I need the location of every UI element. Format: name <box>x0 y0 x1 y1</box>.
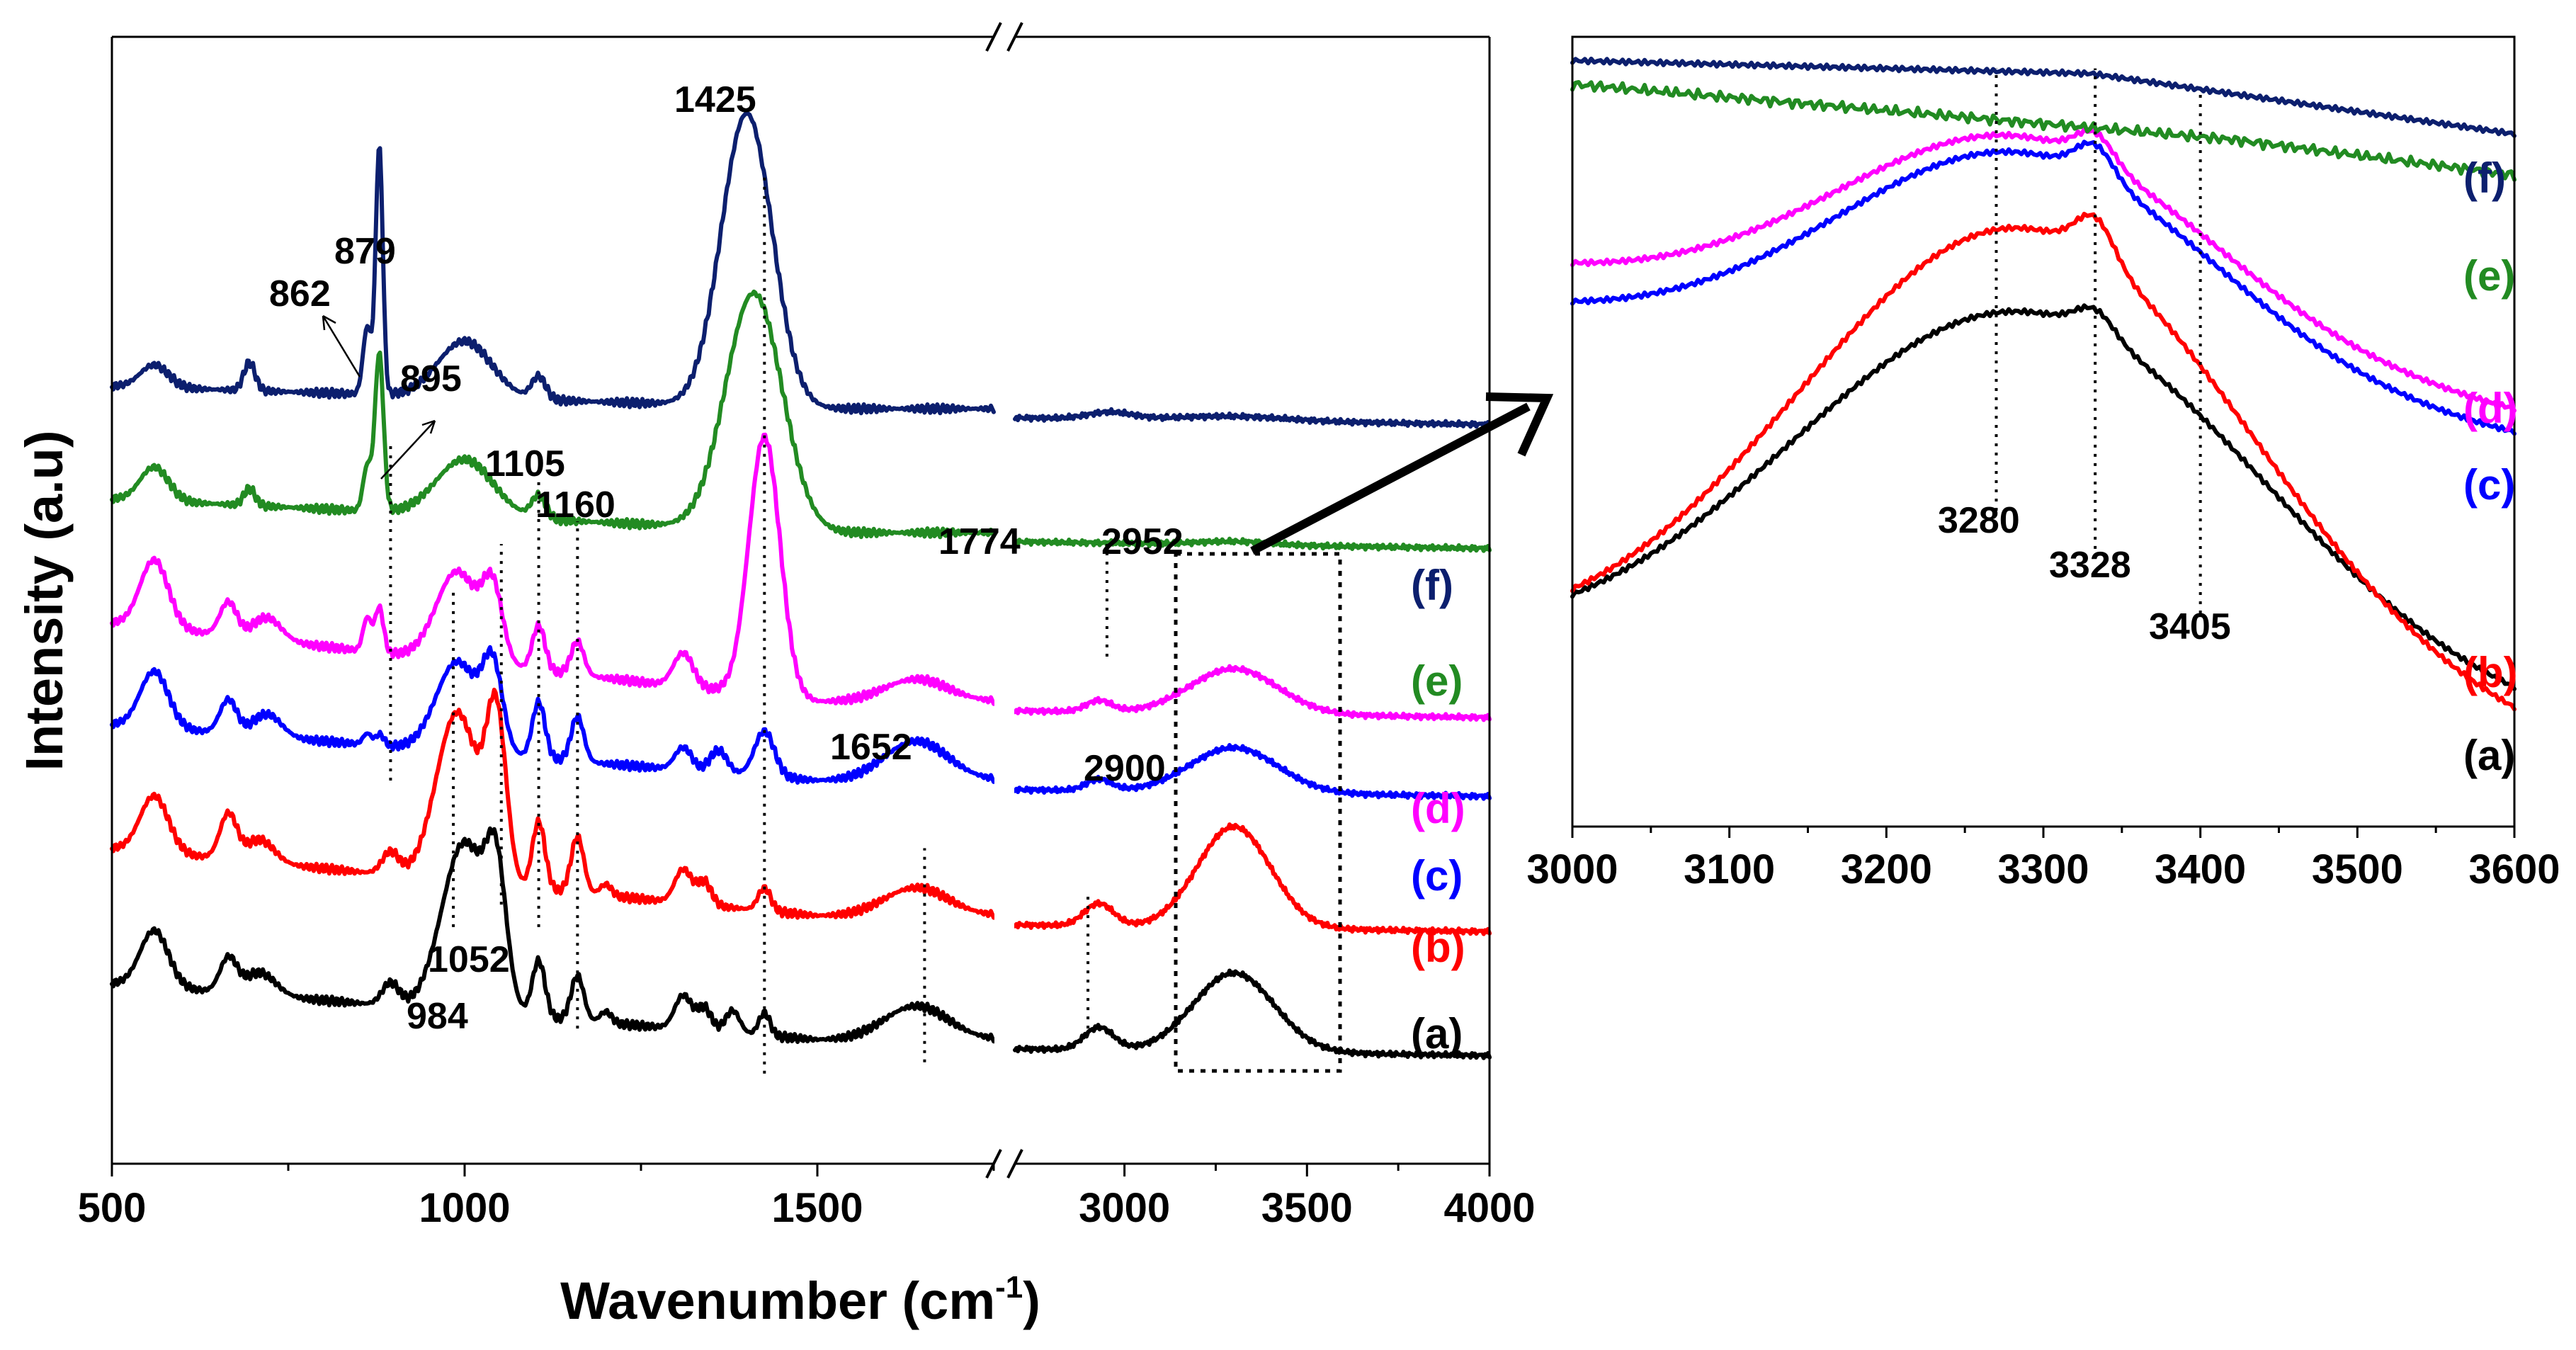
inset-trace-c <box>1570 140 2517 436</box>
inset-tick-label-3500: 3500 <box>2312 846 2403 892</box>
main-tick-label-3500: 3500 <box>1261 1185 1353 1231</box>
inset-peak-label-3280: 3280 <box>1938 500 2020 541</box>
main-trace-c-segment-2 <box>1013 743 1492 801</box>
inset-series-label-f: (f) <box>2463 154 2506 202</box>
inset-trace-b <box>1570 212 2517 712</box>
inset-x-ticks <box>1571 827 2516 838</box>
peak-label-1160: 1160 <box>535 484 615 526</box>
main-trace-e-segment-1 <box>110 289 996 540</box>
leader-arrow-895 <box>380 419 436 480</box>
inset-peak-lines <box>1995 68 2202 613</box>
main-tick-label-1000: 1000 <box>419 1185 510 1231</box>
inset-series-label-a: (a) <box>2463 732 2515 779</box>
inset-series-label-b: (b) <box>2463 649 2518 696</box>
peak-label-895: 895 <box>400 358 462 399</box>
inset-tick-label-3100: 3100 <box>1684 846 1775 892</box>
main-series-label-e: (e) <box>1411 657 1463 705</box>
inset-tick-label-3300: 3300 <box>1997 846 2089 892</box>
peak-label-1105: 1105 <box>485 443 565 484</box>
main-trace-f-segment-2 <box>1013 407 1492 429</box>
main-trace-e-segment-2 <box>1013 536 1492 553</box>
zoom-region-box <box>1174 552 1342 1073</box>
peak-label-1652: 1652 <box>830 727 912 768</box>
leader-arrow-862 <box>322 314 361 378</box>
inset-x-tick-labels: 3000 3100 3200 3300 3400 3500 3600 <box>1526 846 2560 892</box>
inset-tick-label-3600: 3600 <box>2468 846 2560 892</box>
main-tick-label-3000: 3000 <box>1079 1185 1170 1231</box>
inset-series-label-e: (e) <box>2463 252 2515 300</box>
inset-peak-label-3405: 3405 <box>2149 606 2231 647</box>
zoom-arrow <box>1250 392 1554 555</box>
inset-peak-label-3328: 3328 <box>2049 545 2131 586</box>
main-trace-a-segment-2 <box>1013 968 1492 1060</box>
main-series-label-f: (f) <box>1411 562 1453 609</box>
x-axis-title-main: Wavenumber (cm <box>560 1271 995 1330</box>
inset-series-label-c: (c) <box>2463 461 2515 509</box>
main-series-label-a: (a) <box>1411 1010 1463 1057</box>
main-series-label-c: (c) <box>1411 852 1463 900</box>
main-trace-d-segment-1 <box>110 432 996 706</box>
inset-trace-e <box>1570 80 2517 182</box>
main-series-label-d: (d) <box>1411 785 1465 832</box>
main-traces <box>110 111 1492 1060</box>
inset-tick-label-3000: 3000 <box>1526 846 1618 892</box>
peak-label-1425: 1425 <box>674 79 756 120</box>
main-trace-f-segment-1 <box>110 111 996 416</box>
main-x-ticks <box>110 1164 1491 1176</box>
x-axis-title-close: ) <box>1023 1271 1040 1330</box>
peak-label-879: 879 <box>334 231 396 272</box>
axis-break-top <box>985 22 1023 52</box>
peak-label-2952: 2952 <box>1101 521 1184 562</box>
main-trace-d-segment-2 <box>1013 664 1492 722</box>
main-plot: 500 1000 1500 3000 3500 4000 862 879 895 984 … <box>15 22 1536 1330</box>
inset-tick-label-3200: 3200 <box>1841 846 1932 892</box>
main-x-tick-labels: 500 1000 1500 3000 3500 4000 <box>78 1185 1536 1231</box>
peak-label-1774: 1774 <box>938 521 1021 562</box>
peak-label-1052: 1052 <box>428 939 510 980</box>
peak-label-862: 862 <box>269 273 331 314</box>
main-tick-label-4000: 4000 <box>1443 1185 1535 1231</box>
x-axis-title: Wavenumber (cm-1) <box>560 1270 1040 1330</box>
main-tick-label-500: 500 <box>78 1185 147 1231</box>
main-trace-b-segment-1 <box>110 687 996 920</box>
peak-label-984: 984 <box>407 996 468 1037</box>
main-trace-b-segment-2 <box>1013 822 1492 936</box>
inset-trace-a <box>1570 303 2517 691</box>
main-trace-c-segment-1 <box>110 645 996 785</box>
axis-break-gap <box>994 552 1014 1048</box>
y-axis-title: Intensity (a.u) <box>15 430 74 771</box>
peak-label-2900: 2900 <box>1084 748 1166 789</box>
inset-trace-f <box>1570 57 2517 138</box>
inset-plot: 3000 3100 3200 3300 3400 3500 3600 3280 3328 3… <box>1526 35 2560 892</box>
main-trace-a-segment-1 <box>110 826 996 1044</box>
x-axis-title-superscript: -1 <box>995 1270 1023 1305</box>
inset-tick-label-3400: 3400 <box>2155 846 2246 892</box>
inset-series-label-d: (d) <box>2463 385 2518 432</box>
main-series-label-b: (b) <box>1411 924 1465 971</box>
inset-traces <box>1570 57 2517 712</box>
main-tick-label-1500: 1500 <box>771 1185 863 1231</box>
inset-trace-d <box>1570 127 2517 413</box>
